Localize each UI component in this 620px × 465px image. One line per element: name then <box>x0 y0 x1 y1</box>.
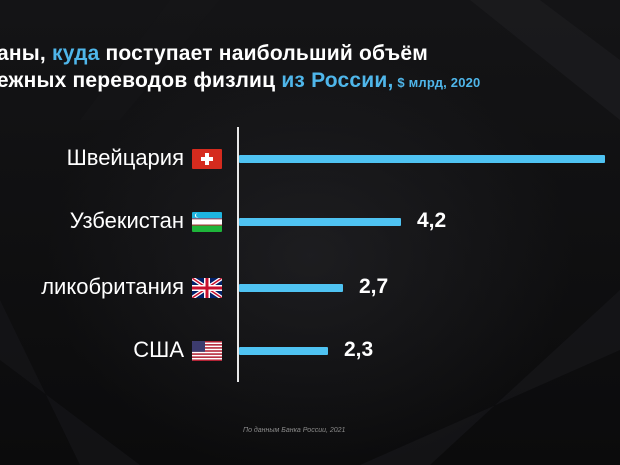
title-accent-text: куда <box>52 42 100 65</box>
category-label: ликобритания <box>41 274 184 299</box>
data-label: 2,3 <box>344 338 374 361</box>
switzerland-flag-icon <box>192 149 222 169</box>
data-label: 2,7 <box>359 275 389 298</box>
title-text: поступает наибольший объём <box>99 42 429 65</box>
title-text: раны, <box>0 42 46 65</box>
source-note: По данным Банка России, 2021 <box>243 427 346 434</box>
bar <box>239 155 605 163</box>
title-text: нежных переводов физлиц <box>0 69 282 92</box>
bar <box>239 347 328 355</box>
title-line-1: раны, куда поступает наибольший объём <box>0 40 620 67</box>
uzbekistan-flag-icon <box>192 212 222 232</box>
title-accent-text: из России, <box>281 69 394 92</box>
title-unit: $ млрд, 2020 <box>393 75 481 90</box>
data-label: 4,2 <box>417 209 447 232</box>
category-label: Узбекистан <box>69 208 184 233</box>
uk-flag-icon <box>192 278 222 298</box>
bar <box>239 218 401 226</box>
chart-title: раны, куда поступает наибольший объём не… <box>0 40 620 96</box>
usa-flag-icon <box>192 341 222 361</box>
category-label: Швейцария <box>66 145 184 170</box>
bar <box>239 284 343 292</box>
title-line-2: нежных переводов физлиц из России, $ млр… <box>0 67 620 96</box>
y-axis-line <box>237 127 239 382</box>
category-label: США <box>133 337 184 362</box>
